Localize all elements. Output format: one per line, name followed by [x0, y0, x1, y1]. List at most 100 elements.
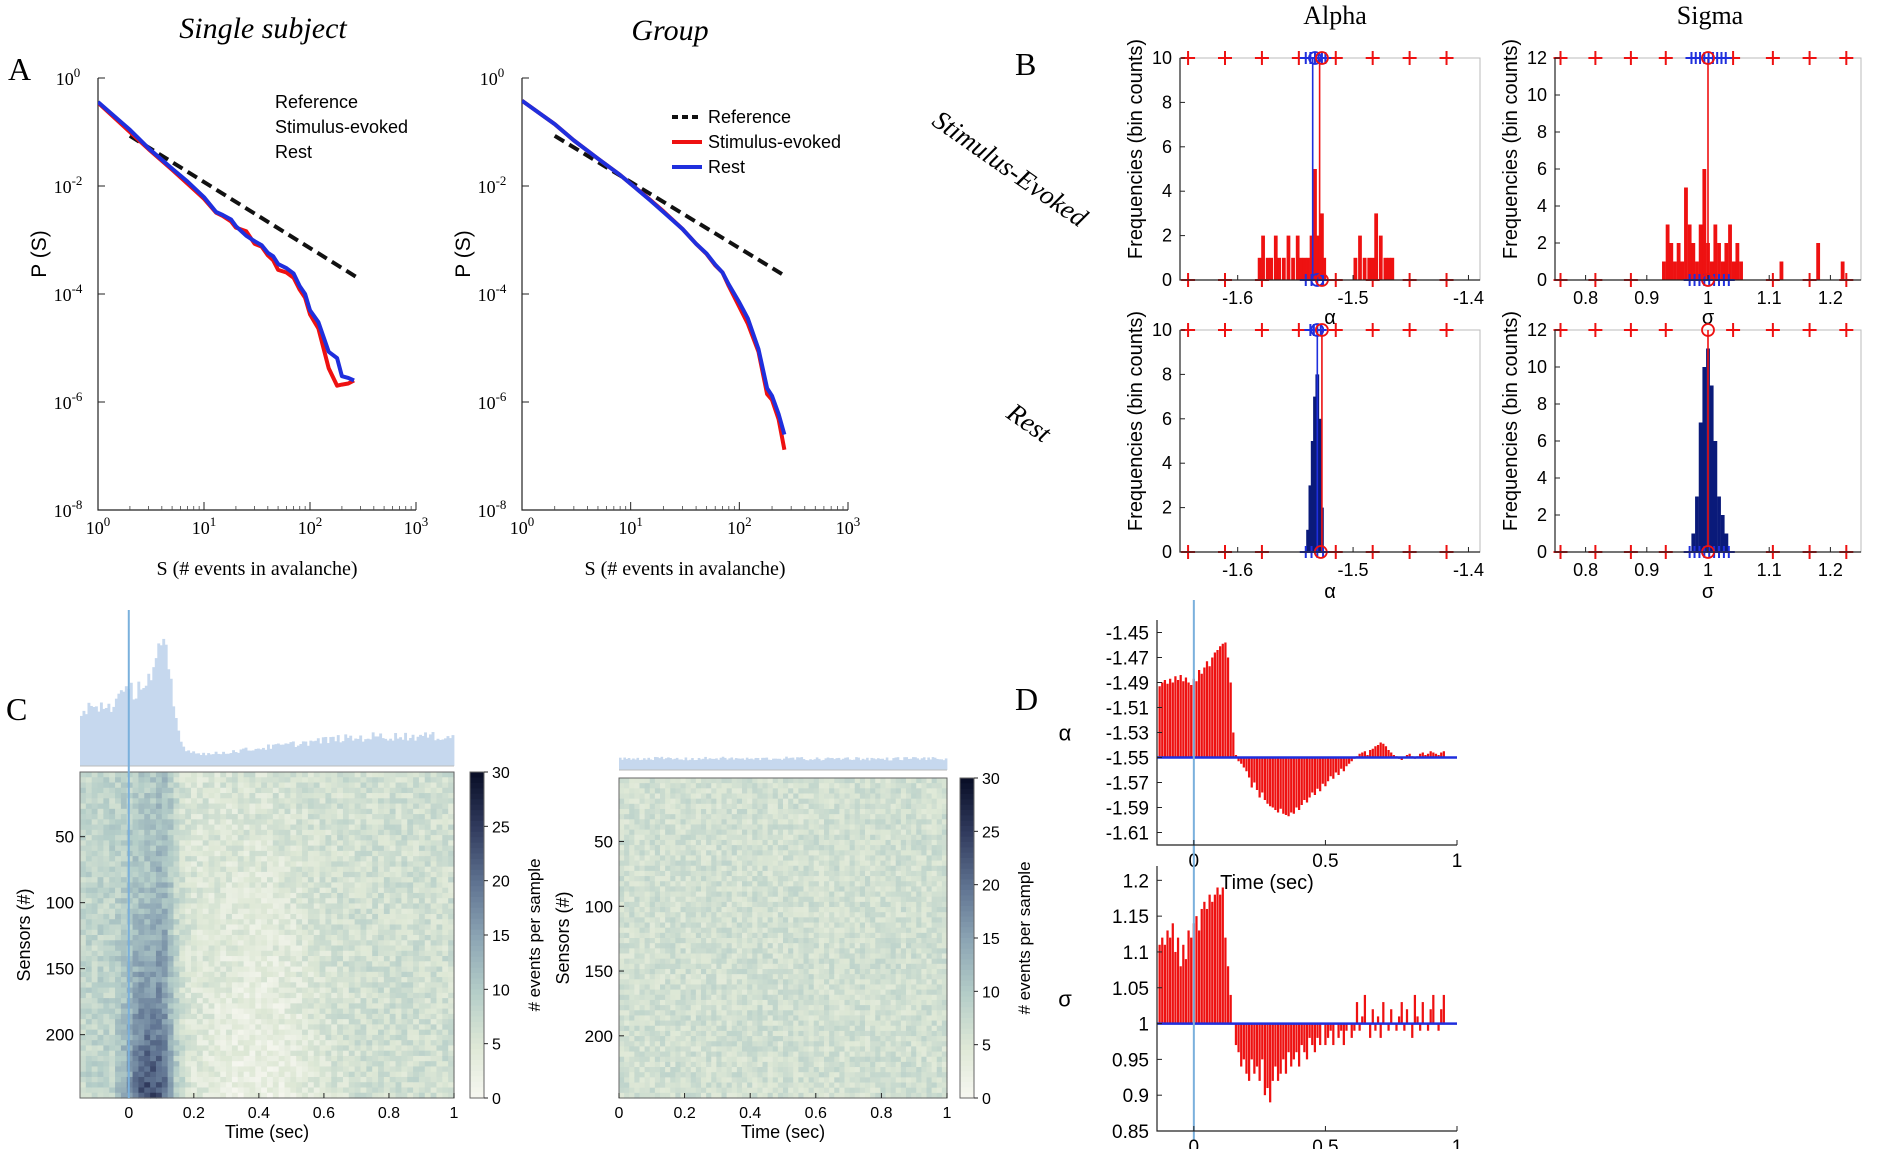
heatmap-cell [272, 998, 280, 1004]
heatmap-cell [378, 1024, 385, 1031]
heatmap-cell [644, 891, 651, 898]
heatmap-cell [313, 1003, 321, 1010]
heatmap-cell [161, 866, 169, 873]
heatmap-cell [278, 1003, 286, 1010]
histogram-bar [1691, 243, 1696, 280]
heatmap-cell [325, 845, 332, 852]
heatmap-cell [226, 856, 233, 862]
heatmap-cell [249, 998, 256, 1004]
heatmap-cell [103, 1050, 110, 1057]
heatmap-cell [290, 819, 297, 826]
heatmap-cell [413, 1082, 420, 1089]
heatmap-cell [144, 956, 151, 962]
heatmap-cell [337, 956, 344, 962]
profile-bar [172, 706, 176, 766]
heatmap-cell [290, 971, 297, 978]
heatmap-cell [634, 938, 641, 944]
heatmap-cell [442, 819, 449, 826]
heatmap-cell [337, 798, 344, 805]
heatmap-cell [401, 882, 408, 889]
heatmap-cell [278, 935, 286, 941]
heatmap-cell [401, 840, 408, 847]
heatmap-cell [231, 1008, 239, 1015]
heatmap-cell [395, 1076, 402, 1083]
heatmap-cell [348, 1066, 356, 1073]
heatmap-cell [407, 1050, 414, 1057]
heatmap-cell [413, 782, 420, 789]
heatmap-cell [307, 819, 315, 826]
heatmap-cell [619, 793, 625, 800]
heatmap-cell [150, 861, 157, 868]
heatmap-cell [366, 940, 373, 947]
heatmap-cell [413, 808, 420, 815]
heatmap-cell [237, 908, 245, 915]
heatmap-cell [354, 1071, 362, 1078]
heatmap-cell [103, 798, 110, 805]
heatmap-cell [639, 901, 646, 908]
heatmap-cell [307, 1013, 315, 1020]
heatmap-cell [144, 882, 151, 889]
heatmap-cell [167, 772, 175, 778]
heatmap-cell [85, 1040, 93, 1047]
heatmap-cell [150, 877, 157, 884]
heatmap-cell [120, 798, 128, 805]
heatmap-cell [337, 803, 344, 810]
heatmap-cell [150, 887, 157, 894]
circle-marker [1310, 323, 1325, 337]
heatmap-cell [302, 861, 309, 868]
x-tick-label: 103 [836, 514, 860, 538]
heatmap-cell [109, 803, 116, 810]
heatmap-cell [80, 892, 87, 899]
heatmap-cell [424, 840, 432, 847]
heatmap-cell [448, 1066, 455, 1073]
heatmap-cell [243, 1061, 251, 1068]
heatmap-cell [226, 945, 233, 952]
heatmap-cell [85, 835, 93, 841]
red-plus-marker [1588, 323, 1603, 337]
heatmap-cell [413, 950, 420, 957]
heatmap-cell [378, 898, 385, 905]
heatmap-cell [278, 956, 286, 962]
heatmap-cell [132, 814, 140, 820]
heatmap-cell [220, 814, 227, 820]
heatmap-cell [261, 1013, 268, 1020]
heatmap-cell [342, 824, 350, 831]
heatmap-cell [278, 882, 286, 889]
heatmap-cell [325, 856, 332, 862]
heatmap-cell [296, 814, 303, 820]
heatmap-cell [337, 940, 344, 947]
heatmap-cell [401, 892, 408, 899]
heatmap-cell [202, 829, 210, 836]
heatmap-cell [120, 835, 128, 841]
heatmap-cell [231, 777, 239, 784]
colorbar-swatch [470, 935, 484, 942]
heatmap-cell [179, 861, 186, 868]
heatmap-cell [383, 966, 391, 973]
heatmap-cell [284, 1040, 291, 1047]
heatmap-cell [202, 882, 210, 889]
heatmap-cell [91, 919, 99, 926]
heatmap-cell [331, 892, 338, 899]
heatmap-cell [80, 1055, 87, 1062]
heatmap-cell [173, 913, 180, 920]
heatmap-cell [243, 1013, 251, 1020]
heatmap-cell [202, 913, 210, 920]
heatmap-cell [337, 977, 344, 983]
heatmap-cell [161, 1034, 169, 1041]
heatmap-cell [331, 998, 338, 1004]
heatmap-cell [267, 935, 274, 941]
heatmap-cell [132, 982, 140, 989]
heatmap-cell [226, 887, 233, 894]
profile-bar [154, 658, 158, 766]
heatmap-cell [448, 824, 455, 831]
heatmap-cell [448, 935, 455, 941]
heatmap-cell [214, 1092, 221, 1099]
heatmap-cell [360, 945, 367, 952]
heatmap-cell [619, 958, 625, 965]
heatmap-cell [290, 1076, 297, 1083]
heatmap-cell [138, 1087, 145, 1094]
profile-bar [296, 745, 300, 766]
heatmap-cell [150, 1013, 157, 1020]
heatmap-cell [202, 808, 210, 815]
heatmap-cell [624, 1041, 630, 1047]
